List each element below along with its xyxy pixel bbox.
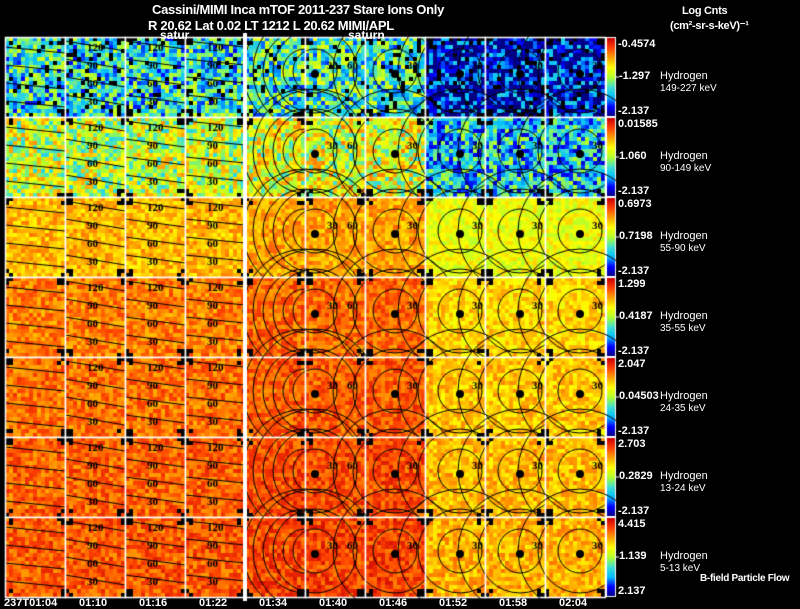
x-tick-label: 01:10	[79, 597, 108, 609]
colorbar-min-label: -2.137	[618, 345, 650, 357]
species-label: Hydrogen	[660, 150, 708, 162]
colorbar-max-label: -0.4574	[618, 38, 656, 50]
colorbar-mid-label: 0.7198	[619, 230, 653, 242]
bfield-flow-note: B-field Particle Flow	[700, 573, 790, 584]
species-label: Hydrogen	[660, 310, 708, 322]
energy-range-label: 35-55 keV	[660, 323, 706, 334]
x-tick-label: 01:34	[259, 597, 288, 609]
saturn-label-2: saturn	[348, 28, 385, 42]
plot-subtitle: R 20.62 Lat 0.02 LT 1212 L 20.62 MIMI/AP…	[148, 18, 394, 33]
colorbar-min-label: -2.137	[618, 265, 650, 277]
colorbar-max-label: 0.01585	[618, 118, 658, 130]
species-label: Hydrogen	[660, 390, 708, 402]
x-tick-label: 01:46	[379, 597, 408, 609]
colorbar-min-label: -2.137	[618, 185, 650, 197]
x-tick-label: 01:16	[139, 597, 168, 609]
species-label: Hydrogen	[660, 230, 708, 242]
energy-range-label: 5-13 keV	[660, 563, 701, 574]
x-tick-label: 237T01:04	[4, 597, 58, 609]
colorbar-min-label: -2.137	[618, 505, 650, 517]
colorbar-mid-label: 0.04503	[619, 390, 659, 402]
colorbar-max-label: 0.6973	[618, 198, 652, 210]
colorbar-mid-label: 1.139	[619, 550, 647, 562]
species-label: Hydrogen	[660, 550, 708, 562]
colorbar-mid-label: -1.297	[619, 70, 651, 82]
x-tick-label: 01:58	[499, 597, 528, 609]
energy-range-label: 90-149 keV	[660, 163, 712, 174]
colorbar-max-label: 4.415	[618, 518, 646, 530]
species-label: Hydrogen	[660, 70, 708, 82]
energy-range-label: 24-35 keV	[660, 403, 706, 414]
colorbar-min-label: -2.137	[618, 425, 650, 437]
colorbar-max-label: 2.047	[618, 358, 646, 370]
energy-range-label: 13-24 keV	[660, 483, 706, 494]
x-tick-label: 01:52	[439, 597, 468, 609]
colorbar-min-label: 2.137	[618, 585, 646, 597]
saturn-label-1: satur	[160, 28, 190, 42]
colorbar-mid-label: 0.4187	[619, 310, 653, 322]
colorbar-mid-label: 0.2829	[619, 470, 653, 482]
species-label: Hydrogen	[660, 470, 708, 482]
colorbar-min-label: -2.137	[618, 105, 650, 117]
colorbar-max-label: 1.299	[618, 278, 646, 290]
colorbar-mid-label: 1.060	[619, 150, 647, 162]
colorbar-units-line1: Log Cnts	[682, 5, 728, 17]
x-tick-label: 01:40	[319, 597, 348, 609]
x-tick-label: 01:22	[199, 597, 228, 609]
colorbar-units-line2: (cm²-sr-s-keV)⁻¹	[670, 20, 749, 32]
colorbar-max-label: 2.703	[618, 438, 646, 450]
energy-range-label: 149-227 keV	[660, 83, 717, 94]
energy-range-label: 55-90 keV	[660, 243, 706, 254]
plot-title: Cassini/MIMI Inca mTOF 2011-237 Stare Io…	[152, 2, 444, 17]
x-tick-label: 02:04	[559, 597, 588, 609]
